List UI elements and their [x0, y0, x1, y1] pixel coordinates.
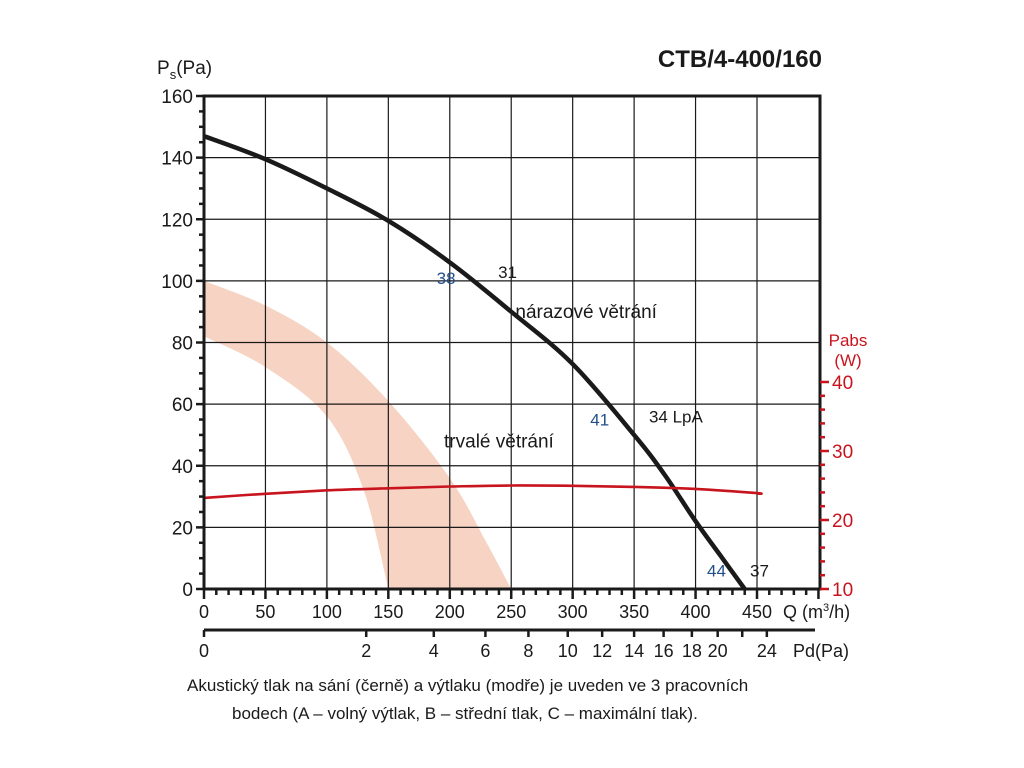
pd-tick-label: 20	[708, 641, 728, 661]
x-tick-label: 450	[742, 602, 772, 622]
pd-tick-label: 6	[480, 641, 490, 661]
x-tick-label: 400	[681, 602, 711, 622]
series-layer	[203, 133, 763, 591]
x-tick-label: 200	[435, 602, 465, 622]
x-axis-label-suffix: /h)	[829, 602, 850, 622]
x-tick-label: 250	[496, 602, 526, 622]
caption-line-1: Akustický tlak na sání (černě) a výtlaku…	[187, 676, 749, 695]
x-tick-label: 150	[373, 602, 403, 622]
x-axis-label: Q (m3/h)	[783, 602, 850, 622]
y-tick-label: 40	[172, 457, 193, 478]
sound-pressure-label: 41	[590, 411, 609, 430]
zone-label: nárazové větrání	[515, 302, 657, 323]
sound-pressure-label: 37	[750, 562, 769, 581]
y-tick-label: 20	[172, 518, 193, 539]
x-tick-label: 300	[558, 602, 588, 622]
sound-pressure-label: 44	[707, 562, 726, 581]
caption-line-2: bodech (A – volný výtlak, B – střední tl…	[232, 704, 698, 723]
pd-tick-label: 4	[429, 641, 439, 661]
pd-tick-label: 18	[682, 641, 702, 661]
static-pressure-curve	[203, 133, 747, 591]
pd-tick-label: 10	[558, 641, 578, 661]
y2-tick-label: 10	[832, 580, 853, 601]
y2-tick-label: 20	[832, 511, 853, 532]
x-axis-label-sup: 3	[823, 602, 829, 614]
pd-tick-label: 14	[624, 641, 644, 661]
pd-tick-label: 8	[523, 641, 533, 661]
x-tick-label: 0	[199, 602, 209, 622]
pd-tick-label: 12	[592, 641, 612, 661]
y-axis-label-unit: (Pa)	[176, 58, 212, 79]
pd-tick-label: 24	[757, 641, 777, 661]
pd-tick-label: 16	[654, 641, 674, 661]
y-axis-label-main: P	[157, 58, 170, 79]
y-tick-label: 80	[172, 334, 193, 355]
grid-layer	[204, 96, 820, 589]
sound-pressure-label: 31	[498, 263, 517, 282]
secondary-x-axis-label: Pd(Pa)	[793, 641, 849, 661]
ventilation-band	[204, 280, 512, 589]
y-axis-label-sub: s	[170, 67, 177, 82]
y-axis-label: Ps(Pa)	[157, 58, 212, 82]
ventilation-band-layer	[204, 280, 512, 589]
x-tick-label: 50	[255, 602, 275, 622]
chart-title: CTB/4-400/160	[658, 46, 822, 73]
sound-pressure-label: 34 LpA	[649, 408, 704, 427]
pd-tick-label: 0	[199, 641, 209, 661]
pabs-power-curve	[203, 484, 763, 500]
x-tick-label: 350	[619, 602, 649, 622]
y2-axis-label-line2: (W)	[834, 351, 861, 370]
sound-pressure-label: 38	[437, 269, 456, 288]
y-tick-label: 140	[161, 149, 193, 170]
y2-tick-label: 40	[832, 373, 853, 394]
y-tick-label: 60	[172, 395, 193, 416]
y2-tick-label: 30	[832, 442, 853, 463]
y-tick-label: 100	[161, 272, 193, 293]
zone-label: trvalé větrání	[444, 431, 555, 452]
annotation-layer: 38 31 41 34 LpA 44 37 nárazové větrání trvalé v…	[437, 263, 769, 581]
y-tick-label: 160	[161, 87, 193, 108]
y-tick-label: 120	[161, 210, 193, 231]
y2-axis-label-line1: Pabs	[829, 331, 868, 350]
y-tick-label: 0	[182, 580, 193, 601]
x-axis-label-prefix: Q (m	[783, 602, 823, 622]
pd-tick-label: 2	[361, 641, 371, 661]
x-tick-label: 100	[312, 602, 342, 622]
